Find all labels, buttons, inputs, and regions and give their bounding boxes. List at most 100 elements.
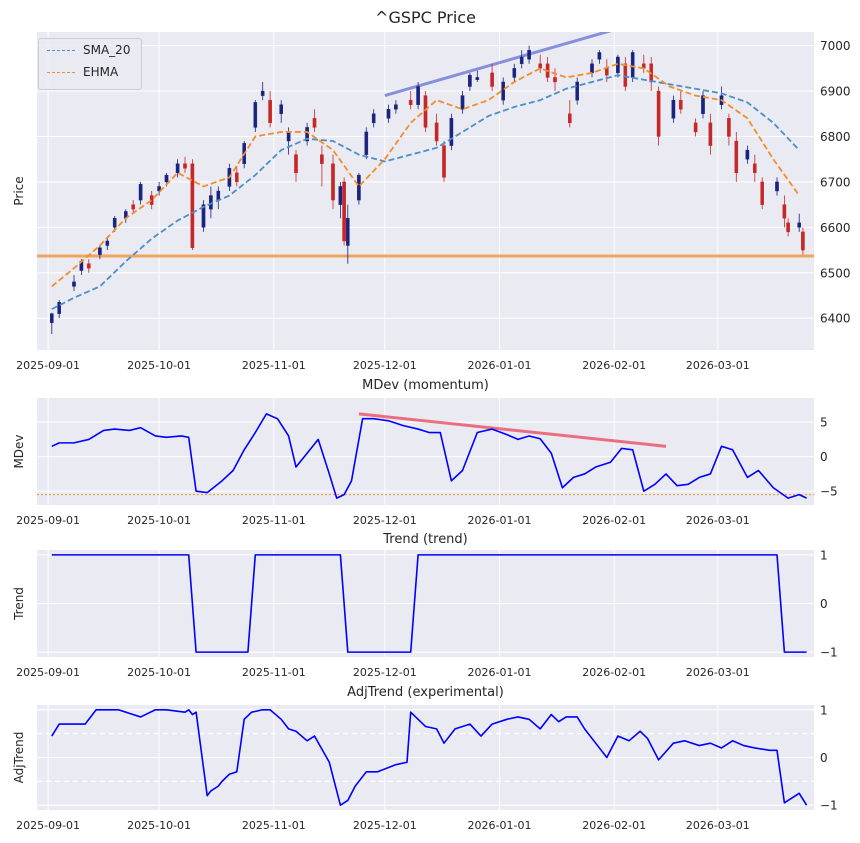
series-line-sma-20: [51, 74, 800, 310]
candle-body: [553, 77, 557, 83]
panel-title: Trend (trend): [382, 532, 468, 547]
resistance-trendline: [384, 32, 612, 98]
x-tick-label: 2025-12-01: [353, 359, 417, 372]
panel-title: ^GSPC Price: [375, 8, 476, 27]
x-tick-label: 2026-01-01: [468, 514, 532, 527]
candle-body: [86, 263, 91, 269]
x-tick-label: 2025-11-01: [242, 359, 306, 372]
y-tick-label: −1: [820, 799, 838, 813]
candle-body: [693, 122, 698, 133]
candle-body: [519, 56, 524, 64]
y-tick-label: 7000: [820, 39, 851, 53]
candle-body: [475, 77, 480, 80]
x-tick-label: 2026-02-01: [582, 359, 646, 372]
y-tick-label: 6900: [820, 85, 851, 99]
candle-body: [268, 99, 272, 124]
y-tick-label: 5: [820, 416, 828, 430]
y-axis-label: Price: [12, 176, 26, 205]
plot-area: [51, 554, 807, 653]
x-tick-label: 2026-01-01: [468, 359, 532, 372]
candle-body: [656, 90, 661, 137]
candle-body: [671, 99, 676, 119]
candle-body: [216, 190, 221, 201]
candle-body: [138, 183, 143, 201]
candle-body: [331, 163, 335, 201]
y-axis-label: Trend: [12, 587, 26, 621]
x-tick-label: 2025-11-01: [242, 819, 306, 832]
candle-body: [131, 204, 136, 210]
x-tick-label: 2026-01-01: [468, 666, 532, 679]
candle-body: [449, 118, 454, 146]
x-tick-label: 2025-10-01: [127, 819, 191, 832]
candle-body: [320, 154, 324, 164]
panel-title: MDev (momentum): [362, 378, 489, 393]
momentum-trendline: [358, 412, 667, 448]
candle-body: [253, 102, 258, 128]
panel-title: AdjTrend (experimental): [347, 685, 504, 700]
candle-body: [175, 163, 180, 174]
candle-body: [164, 174, 169, 183]
x-tick-label: 2025-09-01: [16, 819, 80, 832]
series-line: [51, 413, 807, 499]
x-tick-label: 2026-01-01: [468, 819, 532, 832]
y-tick-label: 0: [820, 597, 828, 611]
y-tick-label: 6700: [820, 175, 851, 189]
candle-body: [797, 222, 801, 228]
x-tick-label: 2026-03-01: [686, 819, 750, 832]
candle-body: [442, 145, 446, 178]
x-tick-label: 2026-03-01: [686, 514, 750, 527]
candle-body: [460, 95, 465, 110]
candle-body: [468, 74, 472, 87]
candle-body: [708, 122, 713, 146]
y-tick-label: 0: [820, 450, 828, 464]
x-tick-label: 2025-12-01: [353, 819, 417, 832]
candle-body: [286, 131, 291, 142]
y-axis-label: AdjTrend: [12, 732, 26, 784]
plot-area: [37, 32, 814, 335]
plot-area: [37, 412, 814, 499]
y-tick-label: 6500: [820, 266, 851, 280]
candle-body: [434, 122, 439, 142]
x-tick-label: 2025-10-01: [127, 359, 191, 372]
x-tick-label: 2026-02-01: [582, 819, 646, 832]
candle-body: [234, 172, 239, 183]
candle-body: [357, 174, 361, 201]
candle-body: [72, 281, 76, 287]
panel-3: 2025-09-01 2025-10-01 2025-11-01 2025-12-01…: [12, 532, 838, 679]
candle-body: [679, 99, 683, 110]
y-tick-label: 6800: [820, 130, 851, 144]
x-tick-label: 2026-02-01: [582, 666, 646, 679]
candle-body: [745, 149, 750, 160]
candle-body: [423, 95, 428, 128]
x-tick-label: 2025-12-01: [353, 514, 417, 527]
candle-body: [57, 302, 61, 314]
series-line-ehma: [51, 62, 800, 288]
candle-body: [312, 118, 317, 128]
candle-body: [605, 68, 609, 76]
x-tick-label: 2025-10-01: [127, 514, 191, 527]
legend-label-sma: SMA_20: [83, 43, 131, 57]
candle-body: [279, 104, 284, 114]
candle-body: [775, 181, 779, 192]
axes-background: [37, 398, 814, 505]
legend-swatch-sma: [47, 50, 75, 51]
candle-body: [183, 163, 187, 169]
panel-2: 2025-09-01 2025-10-01 2025-11-01 2025-12-01…: [12, 378, 838, 527]
candle-body: [346, 218, 350, 246]
x-tick-label: 2025-09-01: [16, 359, 80, 372]
panels: 2025-09-01 2025-10-01 2025-11-01 2025-12-01…: [12, 8, 851, 832]
panel-4: 2025-09-01 2025-10-01 2025-11-01 2025-12-01…: [12, 685, 838, 832]
x-tick-label: 2025-09-01: [16, 514, 80, 527]
candle-body: [623, 63, 628, 87]
candle-body: [727, 118, 731, 137]
y-tick-label: −1: [820, 646, 838, 660]
candle-body: [416, 86, 420, 105]
candle-body: [305, 127, 309, 142]
x-tick-label: 2025-12-01: [353, 666, 417, 679]
candle-body: [760, 181, 764, 205]
x-tick-label: 2026-03-01: [686, 666, 750, 679]
candle-body: [501, 81, 506, 101]
candle-body: [597, 52, 602, 60]
y-tick-label: 1: [820, 703, 828, 717]
candle-body: [50, 313, 54, 323]
